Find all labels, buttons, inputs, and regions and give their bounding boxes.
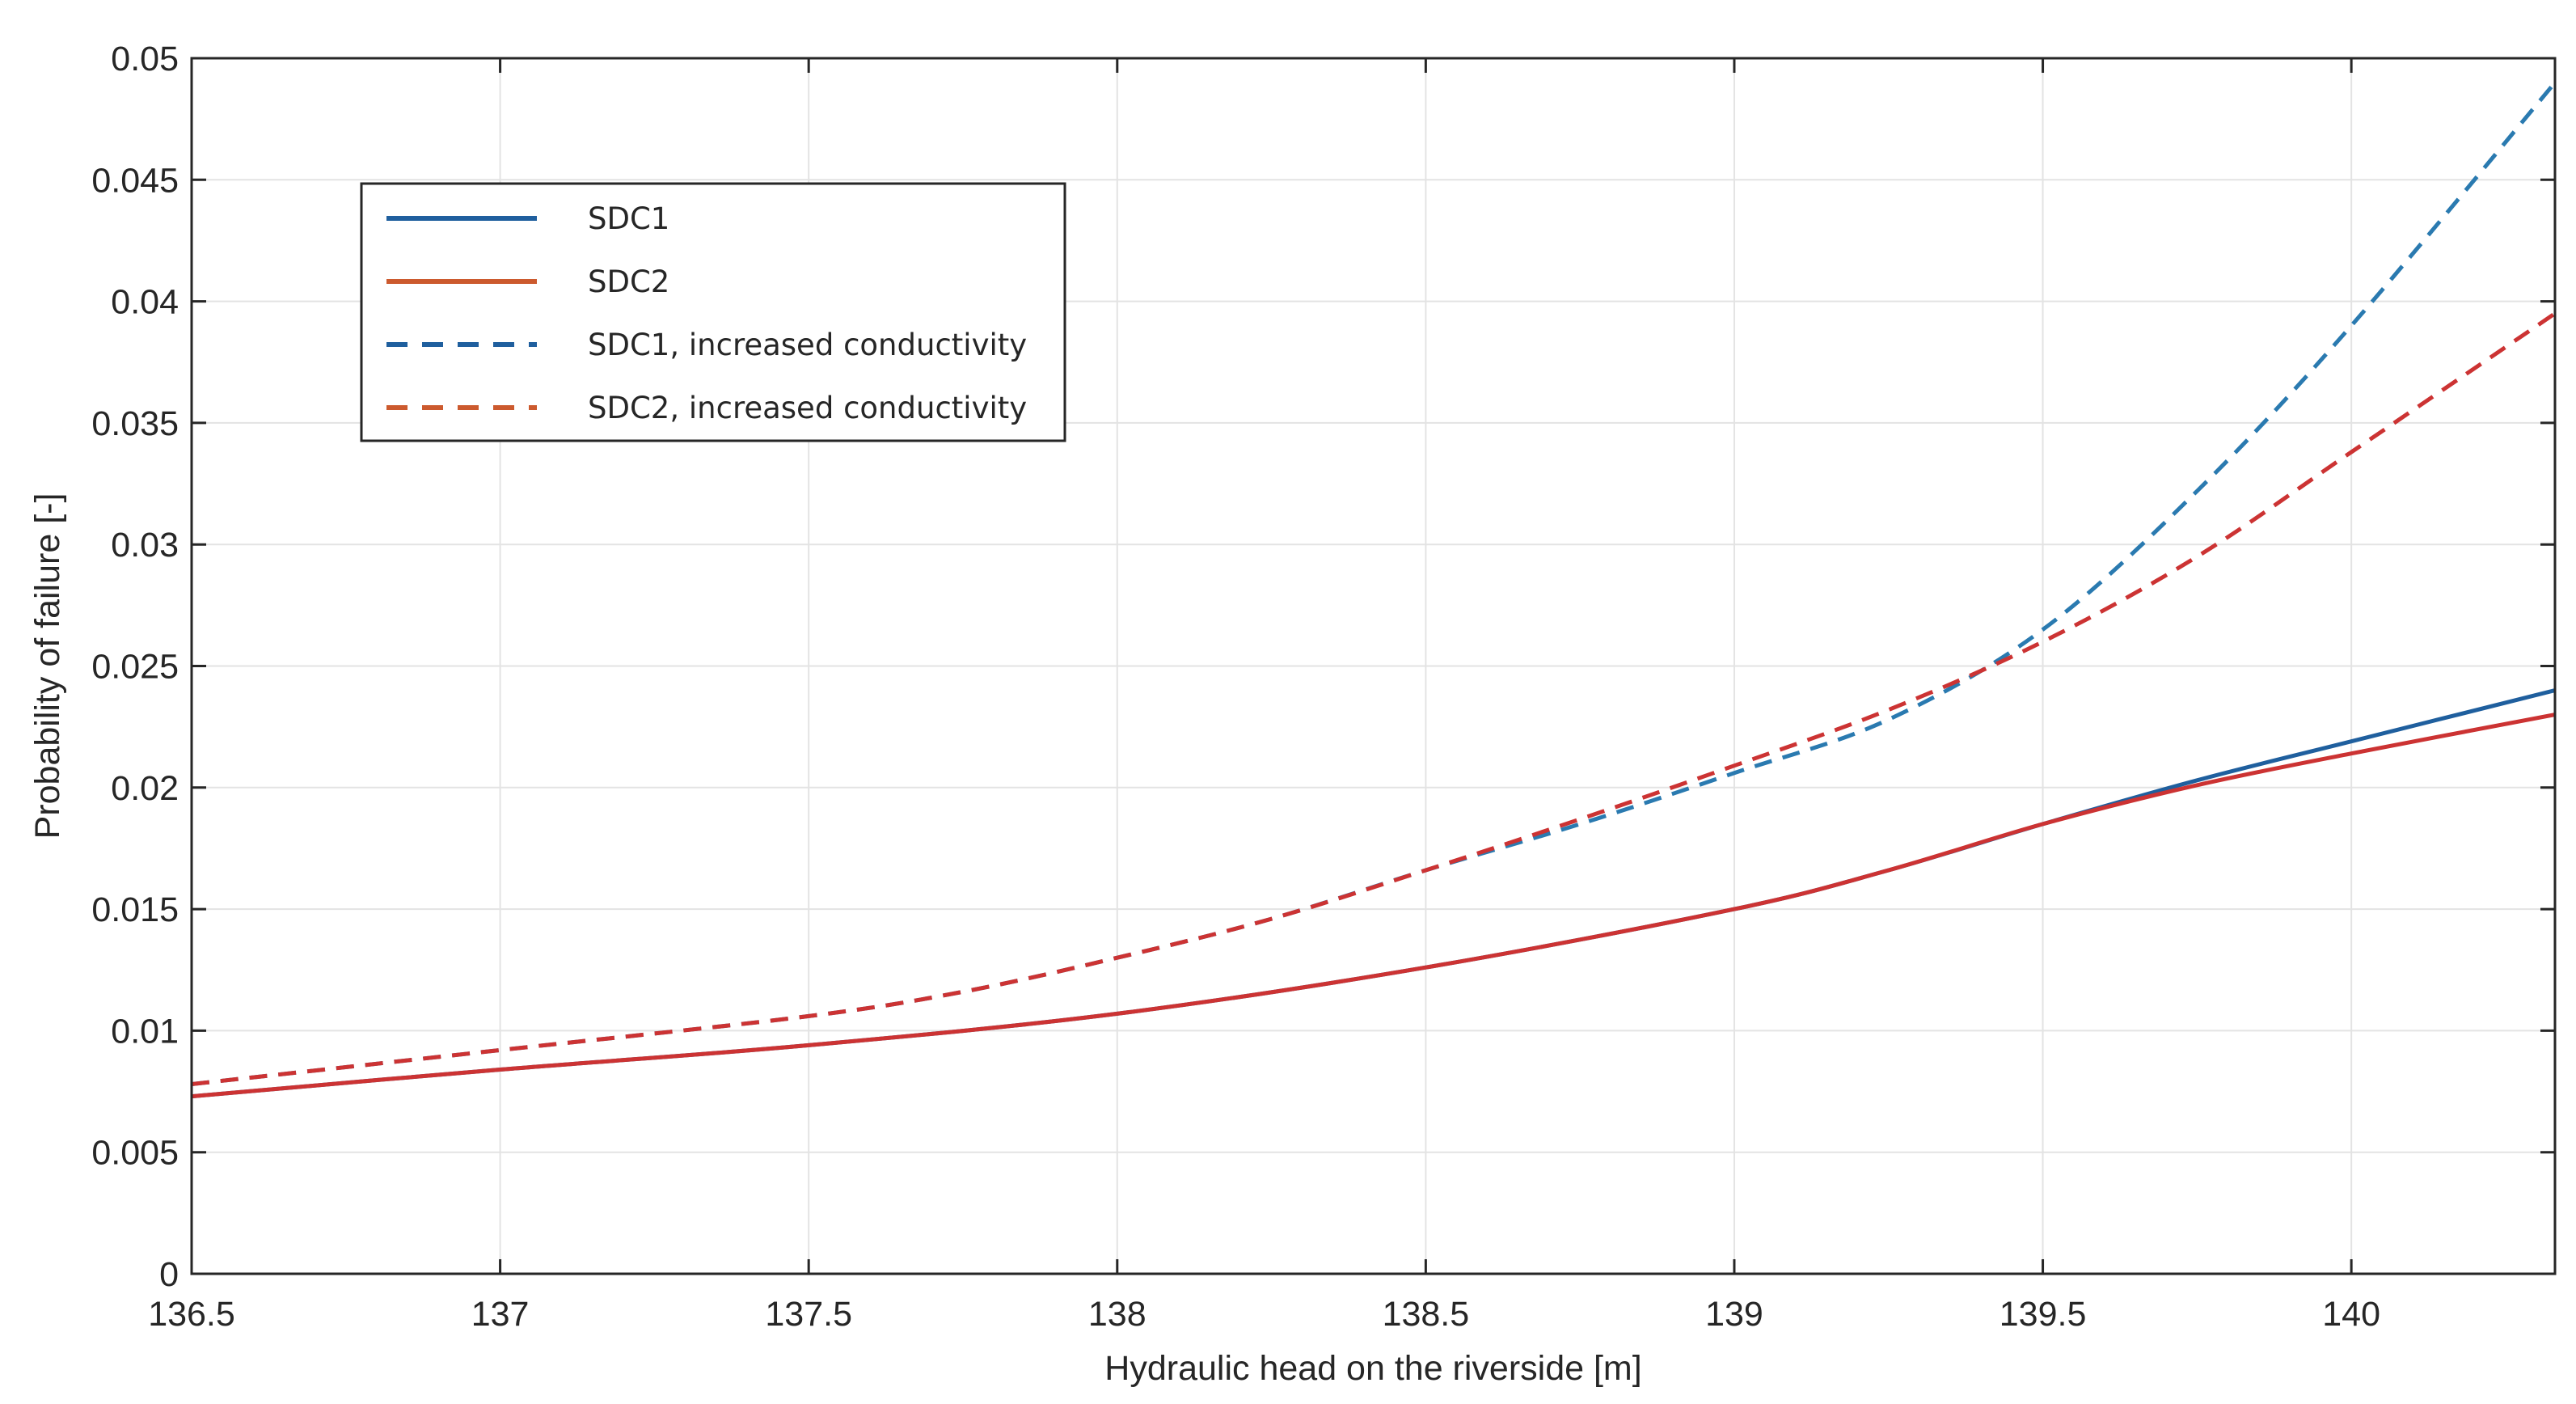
- x-tick-label: 137: [471, 1295, 530, 1334]
- y-tick-label: 0.02: [111, 769, 179, 808]
- y-tick-label: 0.04: [111, 283, 179, 322]
- y-tick-label: 0.005: [91, 1134, 179, 1173]
- series-line-3: [192, 81, 2555, 1086]
- grid-layer: [191, 57, 2555, 1275]
- ticks-layer: 136.5 137 137.5 138 138.5 139 139.5 140 0 0.005 0.…: [91, 40, 2555, 1334]
- y-tick-label: 0: [159, 1255, 179, 1294]
- x-axis-label: Hydraulic head on the riverside [m]: [1104, 1349, 1641, 1388]
- legend-label: SDC1, increased conductivity: [588, 328, 1027, 362]
- series-line-2: [192, 713, 2555, 1099]
- series-layer: [192, 81, 2555, 1099]
- series-line-4: [192, 311, 2555, 1086]
- x-tick-label: 138.5: [1383, 1295, 1470, 1334]
- legend: SDC1 SDC2 SDC1, increased conductivity SDC2…: [360, 182, 1066, 442]
- x-tick-label: 138: [1088, 1295, 1147, 1334]
- y-axis-label: Probability of failure [-]: [28, 493, 67, 839]
- legend-label: SDC2, increased conductivity: [588, 391, 1027, 425]
- x-tick-label: 139.5: [2000, 1295, 2087, 1334]
- y-tick-label: 0.05: [111, 40, 179, 78]
- x-tick-label: 139: [1705, 1295, 1763, 1334]
- y-tick-label: 0.035: [91, 404, 179, 443]
- y-tick-label: 0.015: [91, 890, 179, 929]
- legend-label: SDC2: [588, 264, 669, 299]
- y-tick-label: 0.025: [91, 648, 179, 687]
- legend-label: SDC1: [588, 201, 669, 236]
- x-tick-label: 137.5: [765, 1295, 852, 1334]
- y-tick-label: 0.045: [91, 161, 179, 200]
- x-tick-label: 140: [2322, 1295, 2380, 1334]
- y-tick-label: 0.01: [111, 1012, 179, 1051]
- x-tick-label: 136.5: [148, 1295, 235, 1334]
- legend-box: [360, 182, 1066, 442]
- y-tick-label: 0.03: [111, 526, 179, 565]
- series-line-1: [192, 688, 2555, 1099]
